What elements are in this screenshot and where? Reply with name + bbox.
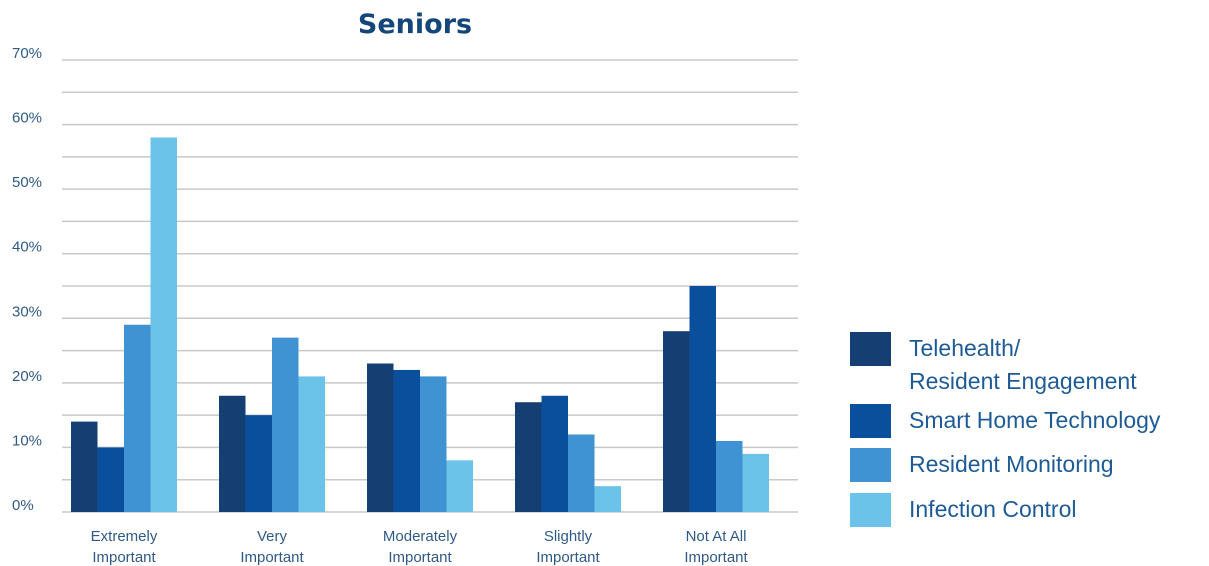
bar bbox=[97, 447, 124, 512]
bar bbox=[71, 421, 98, 512]
x-tick-label: Very bbox=[257, 528, 288, 545]
y-tick-label: 20% bbox=[12, 368, 42, 385]
x-tick-label: Slightly bbox=[544, 528, 593, 545]
x-tick-label: Important bbox=[240, 549, 304, 566]
bar bbox=[393, 369, 420, 512]
bar bbox=[742, 453, 769, 512]
bar bbox=[245, 415, 272, 512]
x-axis-tick-labels: Extremely Important Very Important Moderatel… bbox=[91, 528, 749, 566]
bar bbox=[663, 331, 690, 512]
bar bbox=[541, 395, 568, 512]
bar bbox=[446, 460, 473, 512]
x-tick-label: Important bbox=[388, 549, 452, 566]
y-tick-label: 0% bbox=[12, 497, 34, 514]
bar bbox=[594, 486, 621, 512]
x-tick-label: Not At All bbox=[686, 528, 747, 545]
y-tick-label: 60% bbox=[12, 110, 42, 127]
y-tick-label: 30% bbox=[12, 303, 42, 320]
legend-label: Smart Home Technology bbox=[909, 407, 1161, 433]
y-axis-tick-labels: 0% 10% 20% 30% 40% 50% 60% 70% bbox=[12, 45, 42, 514]
y-tick-label: 70% bbox=[12, 45, 42, 62]
bar bbox=[568, 434, 595, 512]
legend-label: Resident Engagement bbox=[909, 368, 1137, 394]
bar bbox=[219, 395, 246, 512]
bar bbox=[367, 363, 394, 512]
bars bbox=[71, 137, 769, 512]
bar bbox=[124, 324, 151, 512]
bar bbox=[716, 440, 743, 512]
legend-swatch bbox=[850, 493, 891, 527]
bar bbox=[689, 286, 716, 512]
y-tick-label: 40% bbox=[12, 239, 42, 256]
y-tick-label: 50% bbox=[12, 174, 42, 191]
legend-swatch bbox=[850, 332, 891, 366]
y-tick-label: 10% bbox=[12, 432, 42, 449]
legend-label: Telehealth/ bbox=[909, 335, 1021, 361]
x-tick-label: Extremely bbox=[91, 528, 158, 545]
x-tick-label: Important bbox=[536, 549, 600, 566]
legend-swatch bbox=[850, 448, 891, 482]
bar bbox=[420, 376, 447, 512]
bar bbox=[298, 376, 325, 512]
legend-label: Resident Monitoring bbox=[909, 451, 1114, 477]
legend: Telehealth/Resident Engagement Smart Home… bbox=[850, 332, 1161, 527]
bar bbox=[515, 402, 542, 512]
x-tick-label: Moderately bbox=[383, 528, 458, 545]
chart-title: Seniors bbox=[358, 9, 472, 40]
legend-swatch bbox=[850, 404, 891, 438]
bar bbox=[150, 137, 177, 512]
x-tick-label: Important bbox=[92, 549, 156, 566]
bar bbox=[272, 337, 299, 512]
legend-label: Infection Control bbox=[909, 496, 1076, 522]
x-tick-label: Important bbox=[684, 549, 748, 566]
